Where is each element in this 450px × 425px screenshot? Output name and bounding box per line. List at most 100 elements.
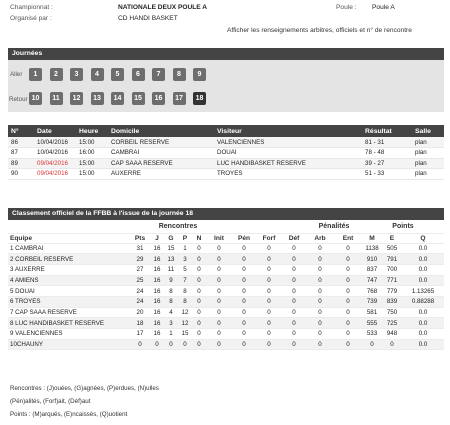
- header-forf: Forf: [256, 233, 282, 244]
- header-g: G: [164, 233, 178, 244]
- stat-cell: 0: [306, 264, 334, 276]
- stat-cell: 16: [150, 243, 164, 255]
- header-pen: Pén: [232, 233, 256, 244]
- stat-cell: 0: [192, 264, 206, 276]
- rencontre-resultat: 78 - 48: [362, 147, 412, 159]
- stat-cell: 31: [130, 243, 150, 255]
- rencontre-num: 87: [8, 147, 34, 159]
- journee-button-10[interactable]: 10: [29, 92, 42, 105]
- rencontre-resultat: 81 - 31: [362, 137, 412, 148]
- journee-button-16[interactable]: 16: [152, 92, 165, 105]
- journee-button-4[interactable]: 4: [90, 68, 104, 81]
- classement-row: 7 CAP SAAA RESERVE 20 16 4 12 0 0 0 0 0 0 0 581 750 0.…: [8, 307, 444, 319]
- header-e: E: [382, 233, 402, 244]
- rencontre-salle-link[interactable]: plan: [412, 147, 444, 159]
- stat-cell: 0: [282, 328, 306, 340]
- rencontre-salle-link[interactable]: plan: [412, 137, 444, 148]
- journee-button-15[interactable]: 15: [131, 92, 145, 105]
- journee-button-7[interactable]: 7: [152, 68, 165, 81]
- stat-cell: 13: [164, 253, 178, 265]
- stat-cell: 0: [232, 285, 256, 297]
- show-details-link[interactable]: Afficher les renseignements arbitres, of…: [227, 27, 412, 34]
- journee-button-3[interactable]: 3: [70, 68, 83, 81]
- stat-cell: 750: [382, 307, 402, 319]
- rencontre-visiteur: LUC HANDIBASKET RESERVE: [214, 158, 362, 169]
- stat-cell: 5: [178, 264, 192, 276]
- journee-button-8[interactable]: 8: [172, 68, 186, 81]
- stat-cell: 791: [382, 253, 402, 265]
- rencontre-domicile: CAMBRAI: [108, 147, 214, 159]
- stat-cell: 768: [362, 285, 382, 297]
- stat-cell: 0.0: [402, 264, 444, 276]
- journee-button-1[interactable]: 1: [29, 68, 42, 81]
- rencontre-num: 89: [8, 158, 34, 169]
- stat-cell: 0: [130, 339, 150, 351]
- journee-button-11[interactable]: 11: [49, 92, 63, 105]
- rencontre-date: 10/04/2016: [34, 137, 76, 148]
- header-ent: Ent: [334, 233, 362, 244]
- team-name: 9 VALENCIENNES: [8, 328, 130, 340]
- stat-cell: 0: [232, 307, 256, 319]
- stat-cell: 0: [206, 307, 232, 319]
- stat-cell: 0: [206, 264, 232, 276]
- stat-cell: 739: [362, 296, 382, 308]
- journee-button-12[interactable]: 12: [70, 92, 83, 105]
- rencontre-salle-link[interactable]: plan: [412, 158, 444, 169]
- rencontre-salle-link[interactable]: plan: [412, 168, 444, 180]
- legend-penalites: (Pén)alités, (Forf)ait, (Déf)aut: [10, 398, 91, 405]
- points-group-header: Points: [362, 221, 444, 234]
- stat-cell: 16: [150, 307, 164, 319]
- header-def: Déf: [282, 233, 306, 244]
- col-domicile: Domicile: [108, 125, 214, 137]
- stat-cell: 0: [192, 339, 206, 351]
- stat-cell: 0: [150, 339, 164, 351]
- stat-cell: 0: [192, 275, 206, 287]
- team-name: 4 AMIENS: [8, 275, 130, 287]
- journee-button-13[interactable]: 13: [90, 92, 104, 105]
- rencontres-table: N° Date Heure Domicile Visiteur Résultat…: [8, 125, 444, 180]
- team-name: 3 AUXERRE: [8, 264, 130, 276]
- stat-cell: 0: [306, 275, 334, 287]
- stat-cell: 0.88288: [402, 296, 444, 308]
- journee-button-14[interactable]: 14: [111, 92, 124, 105]
- poule-label: Poule :: [336, 4, 357, 11]
- stat-cell: 0: [282, 285, 306, 297]
- stat-cell: 3: [178, 253, 192, 265]
- stat-cell: 8: [164, 296, 178, 308]
- stat-cell: 0: [282, 339, 306, 351]
- journee-button-17[interactable]: 17: [172, 92, 186, 105]
- rencontre-num: 86: [8, 137, 34, 148]
- stat-cell: 0.0: [402, 253, 444, 265]
- aller-label: Aller: [10, 71, 23, 78]
- rencontre-domicile: CORBEIL RESERVE: [108, 137, 214, 148]
- stat-cell: 0: [334, 275, 362, 287]
- stat-cell: 0: [192, 296, 206, 308]
- stat-cell: 0: [306, 317, 334, 329]
- organise-value: CD HANDI BASKET: [118, 15, 178, 22]
- stat-cell: 0: [282, 253, 306, 265]
- col-num: N°: [8, 125, 34, 137]
- classement-row: 5 DOUAI 24 16 8 8 0 0 0 0 0 0 0 768 779 1.13265: [8, 285, 444, 297]
- journee-button-2[interactable]: 2: [49, 68, 63, 81]
- stat-cell: 0: [334, 307, 362, 319]
- stat-cell: 0: [232, 339, 256, 351]
- stat-cell: 0: [206, 253, 232, 265]
- stat-cell: 1: [178, 243, 192, 255]
- rencontre-visiteur: TROYES: [214, 168, 362, 180]
- stat-cell: 0: [232, 243, 256, 255]
- stat-cell: 0: [232, 328, 256, 340]
- stat-cell: 0: [334, 285, 362, 297]
- stat-cell: 7: [178, 275, 192, 287]
- classement-title: Classement officiel de la FFBB à l'issue…: [8, 208, 444, 220]
- classement-row: 2 CORBEIL RESERVE 29 16 13 3 0 0 0 0 0 0 0 910 791 0.0: [8, 253, 444, 265]
- journee-button-9[interactable]: 9: [193, 68, 206, 81]
- stat-cell: 1: [164, 328, 178, 340]
- stat-cell: 0: [206, 285, 232, 297]
- journee-button-18[interactable]: 18: [193, 92, 206, 105]
- rencontres-header-row: N° Date Heure Domicile Visiteur Résultat…: [8, 125, 444, 137]
- journee-button-5[interactable]: 5: [111, 68, 124, 81]
- rencontre-visiteur: DOUAI: [214, 147, 362, 159]
- journee-button-6[interactable]: 6: [131, 68, 145, 81]
- stat-cell: 0: [334, 243, 362, 255]
